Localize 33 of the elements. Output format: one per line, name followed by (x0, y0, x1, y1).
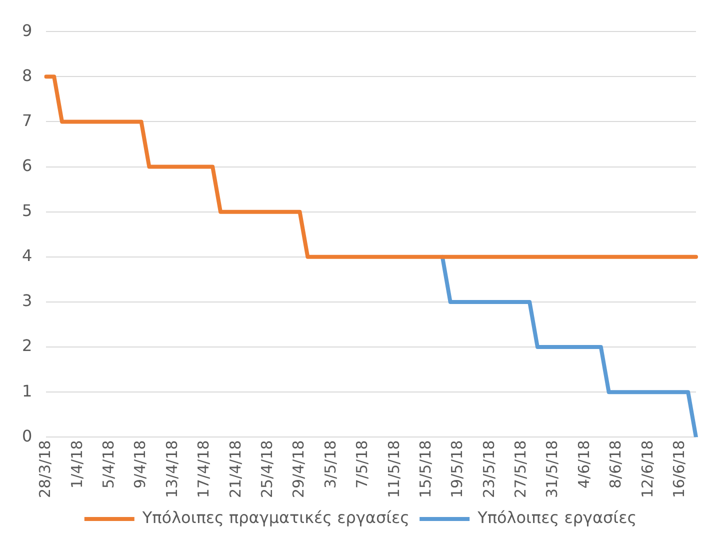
x-tick-label: 9/4/18 (131, 440, 150, 488)
y-tick-label: 3 (22, 291, 32, 310)
y-tick-label: 2 (22, 336, 32, 356)
y-tick-label: 0 (22, 426, 32, 446)
x-tick-label: 21/4/18 (226, 440, 244, 498)
x-tick-label: 16/6/18 (670, 440, 688, 498)
y-tick-label: 1 (22, 381, 32, 400)
y-tick-label: 7 (22, 110, 32, 130)
x-tick-label: 8/6/18 (606, 440, 625, 488)
x-tick-label: 4/6/18 (574, 440, 593, 488)
x-tick-label: 12/6/18 (638, 440, 656, 498)
x-tick-label: 7/5/18 (353, 440, 372, 488)
y-tick-label: 9 (22, 20, 32, 40)
x-tick-label: 29/4/18 (290, 440, 308, 498)
x-tick-label: 25/4/18 (258, 440, 276, 498)
x-tick-label: 23/5/18 (480, 440, 498, 498)
x-tick-label: 27/5/18 (512, 440, 530, 498)
legend-label: Υπόλοιπες εργασίες (476, 508, 637, 528)
x-tick-label: 28/3/18 (36, 440, 54, 498)
x-tick-label: 19/5/18 (448, 440, 466, 498)
y-tick-label: 8 (22, 66, 32, 85)
y-tick-label: 6 (22, 156, 32, 175)
legend-label: Υπόλοιπες πραγματικές εργασίες (141, 508, 410, 528)
x-tick-label: 5/4/18 (99, 440, 118, 488)
x-tick-label: 17/4/18 (194, 440, 213, 498)
x-tick-label: 13/4/18 (162, 440, 181, 498)
x-tick-label: 1/4/18 (68, 440, 86, 488)
x-tick-label: 31/5/18 (543, 440, 562, 498)
y-tick-label: 5 (22, 201, 32, 220)
x-tick-label: 11/5/18 (384, 440, 403, 498)
y-tick-label: 4 (22, 246, 32, 266)
x-tick-label: 15/5/18 (416, 440, 434, 498)
x-tick-label: 3/5/18 (321, 440, 340, 488)
